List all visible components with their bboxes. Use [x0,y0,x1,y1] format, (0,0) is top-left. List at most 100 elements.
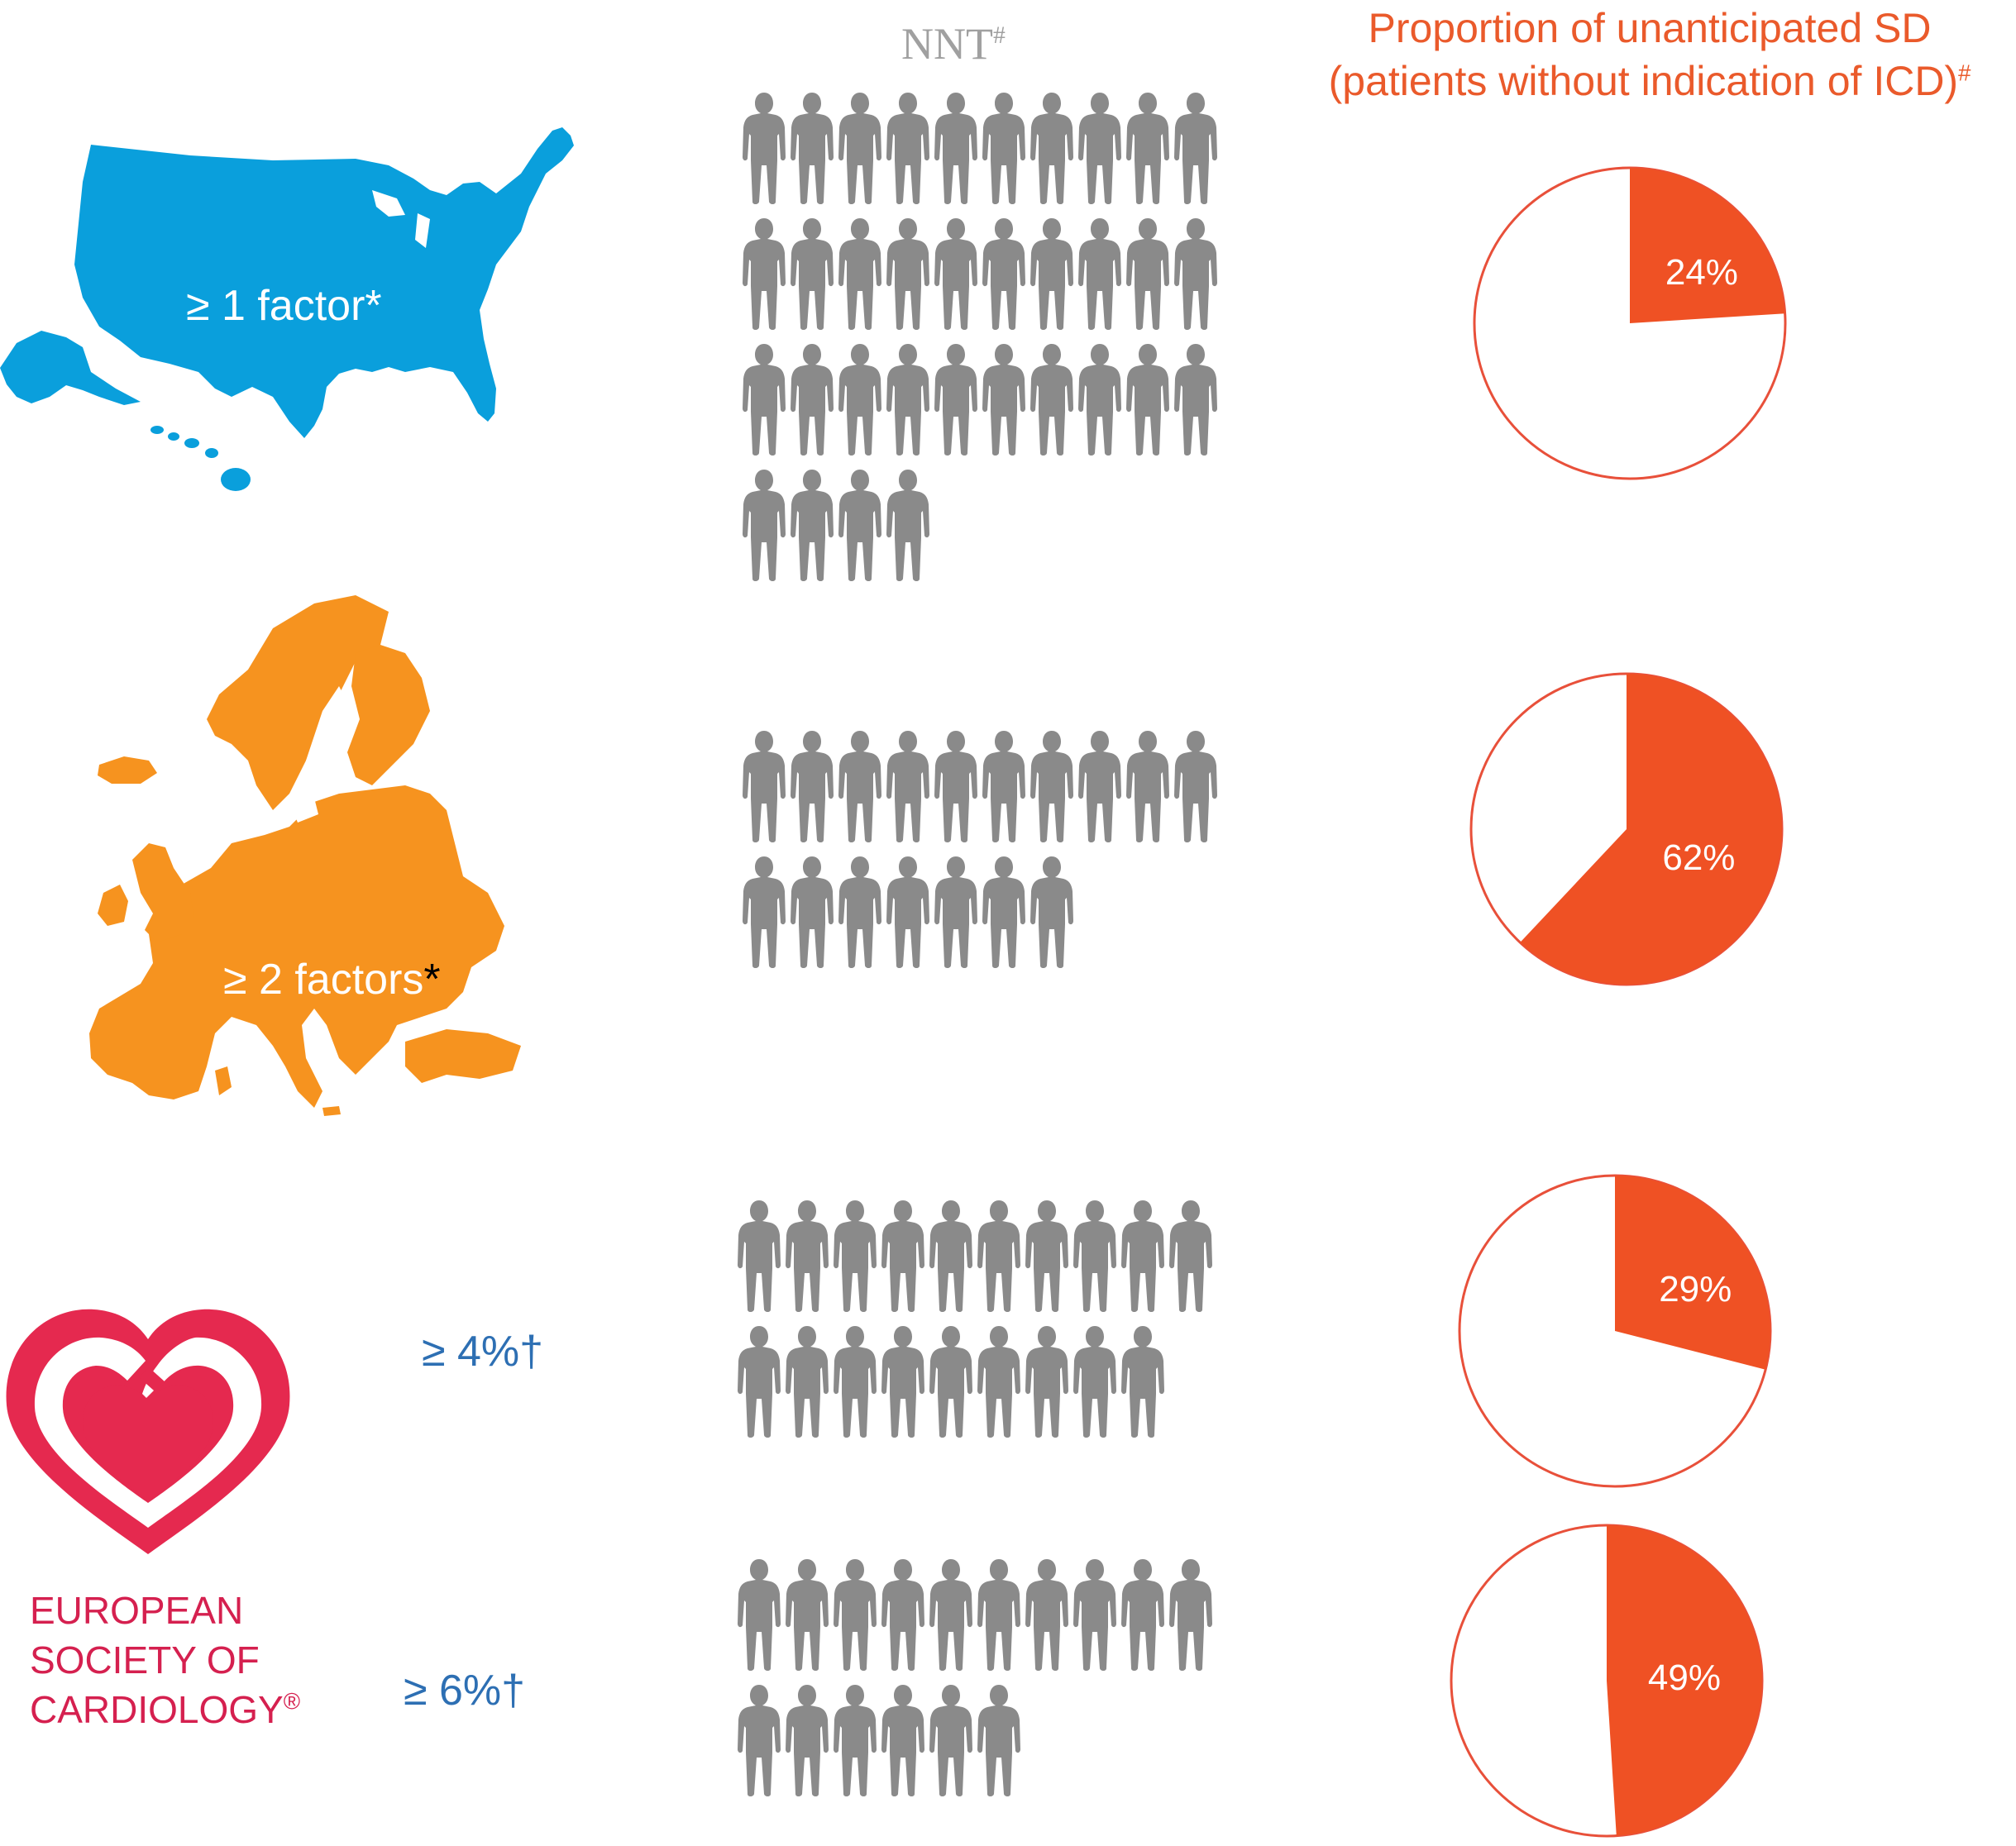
pie-value-label: 24% [1665,251,1738,293]
pie-chart [1473,166,1787,480]
person-icon [791,470,834,581]
person-icon [982,344,1025,456]
person-icon [977,1200,1020,1312]
person-icon [743,344,786,456]
pie-slice [1520,674,1782,985]
person-icon [834,1200,877,1312]
europe-factor-star: * [423,956,441,1004]
person-icon [1121,1200,1164,1312]
person-icon [1174,93,1217,204]
person-icon [977,1326,1020,1438]
person-icon [982,731,1025,842]
pie-slice [1630,168,1785,323]
pie-chart [1458,1174,1772,1488]
person-icon [834,1326,877,1438]
pie-row-2: 62% [1465,668,1788,995]
person-icon [786,1326,829,1438]
person-icon [1073,1200,1116,1312]
person-icon [886,470,929,581]
person-icon [786,1559,829,1671]
proportion-header-footnote: # [1958,60,1971,86]
person-icon [838,218,881,330]
person-icon [791,93,834,204]
esc-registered-mark: ® [283,1688,301,1715]
person-icon [1174,731,1217,842]
person-icon [838,856,881,968]
pie-row-4: 49% [1445,1519,1768,1846]
person-icon [791,856,834,968]
pie-row-1: 24% [1469,162,1791,489]
person-icon [977,1559,1020,1671]
person-icon [838,344,881,456]
person-icon [881,1685,924,1796]
nnt-header-text: NNT [901,19,993,69]
person-icon [886,856,929,968]
pie-value-label: 62% [1662,837,1736,878]
person-icon [881,1200,924,1312]
person-icon [881,1326,924,1438]
person-icon [834,1559,877,1671]
person-icon [886,218,929,330]
person-icon [738,1200,781,1312]
person-icon [1073,1559,1116,1671]
pie-chart [1469,672,1784,986]
proportion-header-line1: Proportion of unanticipated SD [1368,5,1932,51]
person-icon [786,1200,829,1312]
proportion-header-line2: (patients without indication of ICD) [1328,58,1959,104]
person-icon [1169,1559,1212,1671]
person-icon [1030,344,1073,456]
person-icon [1078,731,1121,842]
europe-factor-label: ≥ 2 factors* [223,955,441,1004]
person-icon [1030,218,1073,330]
person-icon [934,856,977,968]
person-icon [982,856,1025,968]
person-icon [1126,344,1169,456]
person-icon [791,344,834,456]
person-icon [743,470,786,581]
europe-factor-label-text: ≥ 2 factors [223,956,424,1004]
usa-map-icon [0,127,574,491]
person-icon [743,856,786,968]
esc-wordmark: EUROPEAN SOCIETY OF CARDIOLOGY® [30,1586,300,1734]
esc-line-3: CARDIOLOGY [30,1688,284,1731]
person-icon [934,731,977,842]
person-icon [1025,1200,1068,1312]
pie-row-3: 29% [1454,1170,1776,1496]
person-icon [834,1685,877,1796]
person-icon [1121,1559,1164,1671]
person-icon [838,731,881,842]
person-icon [886,731,929,842]
person-icon [934,93,977,204]
person-icon [934,218,977,330]
pie-value-label: 29% [1659,1269,1732,1310]
person-icon [982,218,1025,330]
person-icon [1078,218,1121,330]
esc-threshold-6pct: ≥ 6%† [404,1667,526,1715]
person-icon [791,731,834,842]
person-icon [1169,1200,1212,1312]
pie-value-label: 49% [1647,1658,1721,1699]
person-icon [1121,1326,1164,1438]
esc-heart-logo-icon [6,1309,290,1554]
pie-chart [1450,1524,1764,1838]
person-icon [929,1559,972,1671]
person-icon [977,1685,1020,1796]
proportion-header: Proportion of unanticipated SD (patients… [1290,2,2009,107]
esc-line-1: EUROPEAN [30,1589,244,1632]
person-icon [838,93,881,204]
person-icon [738,1326,781,1438]
nnt-header-footnote: # [992,22,1006,49]
person-icon [743,731,786,842]
esc-line-3-wrap: CARDIOLOGY® [30,1685,300,1734]
person-icon [1030,731,1073,842]
person-icon [1078,344,1121,456]
person-icon [1126,218,1169,330]
usa-factor-label: ≥ 1 factor* [186,282,382,330]
person-icon [886,344,929,456]
person-icon [1126,93,1169,204]
europe-map-icon [89,595,521,1116]
person-icon [1126,731,1169,842]
person-icon [934,344,977,456]
pie-slice [1615,1176,1770,1370]
nnt-header: NNT# [901,18,1006,69]
